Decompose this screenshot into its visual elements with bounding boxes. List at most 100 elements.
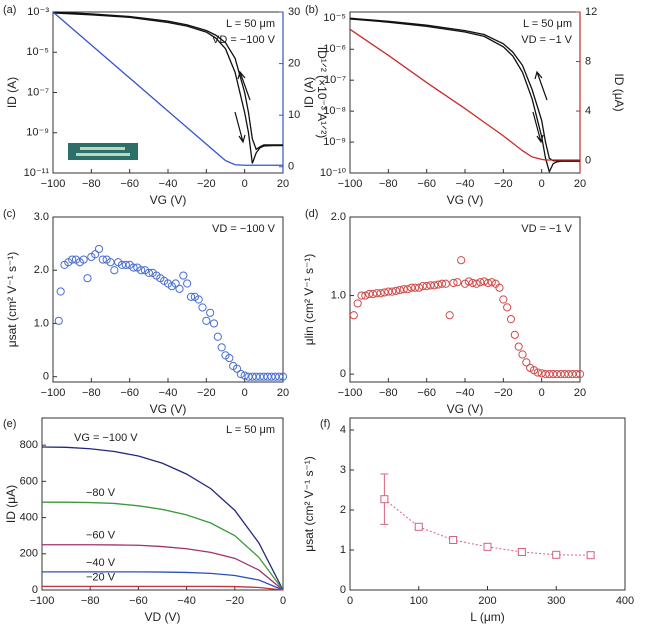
x-tick-label: −60 <box>129 595 148 607</box>
y-tick-label: 3 <box>340 464 346 476</box>
data-point <box>232 364 242 373</box>
data-point <box>91 250 100 259</box>
data-point <box>384 287 393 296</box>
data-point <box>449 278 458 288</box>
data-point <box>54 316 63 325</box>
x-tick-label: 200 <box>478 595 496 607</box>
x-tick-label: −40 <box>456 387 475 399</box>
data-point <box>518 350 527 359</box>
y-tick-label: 10⁻⁷ <box>27 86 49 98</box>
data-point <box>206 308 215 317</box>
y-tick-label: 0 <box>32 584 38 596</box>
x-tick-label: −100 <box>30 595 55 607</box>
x-axis-label: VG (V) <box>447 402 484 416</box>
data-point <box>487 278 496 287</box>
x-tick-label: −20 <box>494 178 513 190</box>
data-point <box>194 295 203 304</box>
data-point <box>453 278 462 287</box>
y-tick-label: 400 <box>20 511 38 523</box>
x-tick-label: 20 <box>277 387 289 399</box>
panel-label: (a) <box>3 4 16 16</box>
data-point <box>464 277 473 286</box>
y-axis-label: ID (A) <box>5 77 19 108</box>
panel-label: (c) <box>3 208 16 220</box>
y-tick-label: 2.0 <box>331 211 346 223</box>
data-point <box>495 283 504 292</box>
y-tick-label: 10⁻⁵ <box>26 46 49 58</box>
data-point <box>533 368 542 377</box>
x-axis-label: L (μm) <box>470 610 504 624</box>
y2-tick-label: 0 <box>288 161 294 173</box>
arrow <box>234 111 246 144</box>
plot-frame <box>41 417 284 591</box>
y-axis-label: μlin (cm² V⁻¹ s⁻¹) <box>302 254 316 346</box>
data-point <box>395 285 404 295</box>
y2-tick-label: 4 <box>585 105 591 117</box>
arrow <box>534 70 548 101</box>
arrow <box>237 70 251 101</box>
x-tick-label: −20 <box>197 178 216 190</box>
data-point <box>441 279 450 288</box>
x-tick-label: −80 <box>82 178 101 190</box>
x-tick-label: −60 <box>120 178 139 190</box>
panel-label: (e) <box>3 418 16 430</box>
x-tick-label: −40 <box>456 178 475 190</box>
data-point <box>422 282 431 291</box>
data-point <box>426 281 435 290</box>
data-point <box>537 369 546 378</box>
series-line <box>349 17 580 162</box>
data-point <box>499 295 508 304</box>
y-tick-label: 10⁻⁵ <box>323 12 346 24</box>
data-point <box>434 280 443 289</box>
data-point <box>476 278 485 287</box>
data-point <box>399 285 408 294</box>
x-tick-label: −40 <box>159 178 178 190</box>
data-point <box>171 279 180 288</box>
data-point <box>445 311 454 320</box>
series-line <box>349 28 580 161</box>
series-line <box>349 18 580 174</box>
data-point <box>240 371 249 380</box>
x-tick-label: −60 <box>417 387 436 399</box>
data-point <box>430 281 439 290</box>
y-tick-label: 2.0 <box>34 264 49 276</box>
data-point <box>186 292 196 301</box>
x-tick-label: 300 <box>547 595 565 607</box>
annotation: VD = −1 V <box>521 223 572 235</box>
data-point <box>483 542 492 551</box>
y-tick-label: 800 <box>20 439 38 451</box>
data-point <box>510 330 519 339</box>
y2-tick-label: 20 <box>288 58 300 70</box>
inset-image <box>68 143 138 160</box>
data-point <box>403 285 412 294</box>
y-axis-label: ID (A) <box>302 77 316 108</box>
y-tick-label: 1.0 <box>331 289 346 301</box>
series-label: VG = −100 V <box>74 432 138 444</box>
x-tick-label: 0 <box>539 178 545 190</box>
x-tick-label: 20 <box>574 178 586 190</box>
series-label: −40 V <box>86 557 116 569</box>
y-axis-label: μsat (cm² V⁻¹ s⁻¹) <box>5 252 19 348</box>
data-point <box>506 315 516 324</box>
y-tick-label: 10⁻¹⁰ <box>320 167 347 179</box>
data-point <box>129 263 138 272</box>
x-tick-label: 400 <box>616 595 634 607</box>
data-point <box>175 284 184 293</box>
data-point <box>68 255 77 264</box>
data-point <box>121 260 130 270</box>
data-point <box>79 255 88 264</box>
x-axis-label: VG (V) <box>150 193 187 207</box>
y-tick-label: 1.0 <box>34 317 49 329</box>
data-point <box>275 372 284 381</box>
data-point <box>278 372 288 381</box>
x-tick-label: −80 <box>379 178 398 190</box>
data-point <box>368 289 378 299</box>
data-point <box>572 370 581 379</box>
series-label: −20 V <box>86 571 116 583</box>
y2-axis-label: ID (μA) <box>612 73 626 111</box>
x-tick-label: 20 <box>277 178 289 190</box>
x-axis-label: VD (V) <box>145 610 181 624</box>
plot-frame <box>52 216 284 383</box>
y-tick-label: 0 <box>340 368 346 380</box>
